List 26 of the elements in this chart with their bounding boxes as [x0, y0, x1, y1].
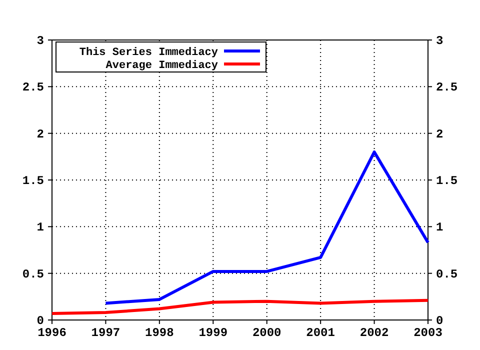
- y2-tick-label: 0: [436, 314, 444, 328]
- y-tick-label: 2: [36, 127, 44, 142]
- line-series: [104, 150, 430, 305]
- y-tick-label: 1: [36, 220, 44, 235]
- x-tick-label: 1997: [91, 326, 120, 340]
- x-tick-label: 2001: [306, 326, 335, 340]
- legend-label: This Series Immediacy: [79, 47, 218, 59]
- y2-tick-label: 1.5: [436, 174, 458, 188]
- y2-tick-label: 2: [436, 127, 444, 142]
- y2-tick-label: 1: [436, 220, 444, 235]
- y-tick-label: 0: [36, 314, 44, 328]
- y2-tick-label: 3: [436, 34, 444, 48]
- y-tick-label: 0.5: [22, 267, 44, 282]
- x-tick-label: 1998: [145, 326, 174, 340]
- x-tick-label: 1996: [38, 326, 66, 340]
- y-tick-label: 1.5: [22, 174, 44, 188]
- y2-tick-label: 2.5: [436, 80, 458, 95]
- y-tick-label: 2.5: [22, 80, 44, 95]
- legend-label: Average Immediacy: [106, 60, 218, 72]
- x-tick-label: 2002: [360, 326, 389, 340]
- y2-tick-label: 0.5: [436, 267, 458, 282]
- x-tick-label: 2000: [252, 326, 282, 340]
- x-tick-label: 2003: [414, 326, 442, 340]
- line-series: [50, 298, 430, 315]
- x-tick-label: 1999: [198, 326, 228, 340]
- y-tick-label: 3: [36, 34, 44, 48]
